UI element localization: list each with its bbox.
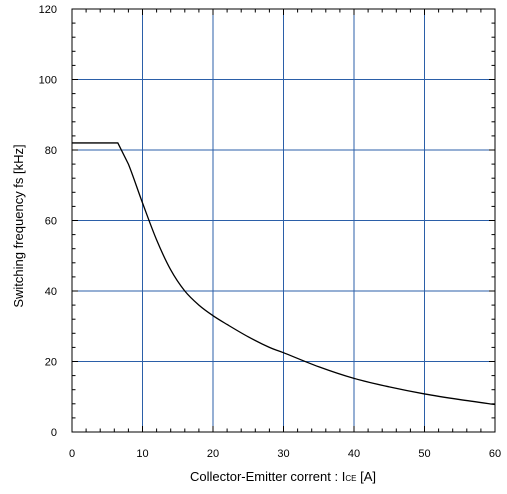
plot-frame: [71, 8, 496, 433]
y-tick-labels: 0 20 40 60 80 100 120: [39, 4, 57, 439]
x-tick-label: 60: [489, 448, 501, 460]
y-tick-label: 100: [39, 75, 57, 87]
y-tick-label: 40: [45, 286, 57, 298]
x-tick-label: 0: [69, 448, 75, 460]
y-tick-label: 80: [45, 145, 57, 157]
series-line: [72, 142, 496, 406]
x-tick-label: 20: [207, 448, 219, 460]
x-tick-label: 10: [136, 448, 148, 460]
x-tick-label: 50: [418, 448, 430, 460]
x-tick-label: 30: [277, 448, 289, 460]
tick-marks: [71, 8, 496, 433]
x-tick-label: 40: [348, 448, 360, 460]
y-tick-label: 20: [45, 357, 57, 369]
y-tick-label: 120: [39, 4, 57, 16]
x-axis-title-subscript: CE: [345, 474, 356, 483]
y-tick-label: 0: [51, 427, 57, 439]
gridlines: [72, 9, 495, 432]
y-tick-label: 60: [45, 216, 57, 228]
x-axis-title-prefix: Collector-Emitter corrent : I: [190, 469, 345, 484]
y-axis-title: Switching frequency fs [kHz]: [11, 144, 26, 307]
x-tick-labels: 0 10 20 30 40 50 60: [69, 448, 501, 460]
x-axis-title-suffix: [A]: [356, 469, 376, 484]
x-axis-title: Collector-Emitter corrent : ICE [A]: [190, 469, 376, 484]
